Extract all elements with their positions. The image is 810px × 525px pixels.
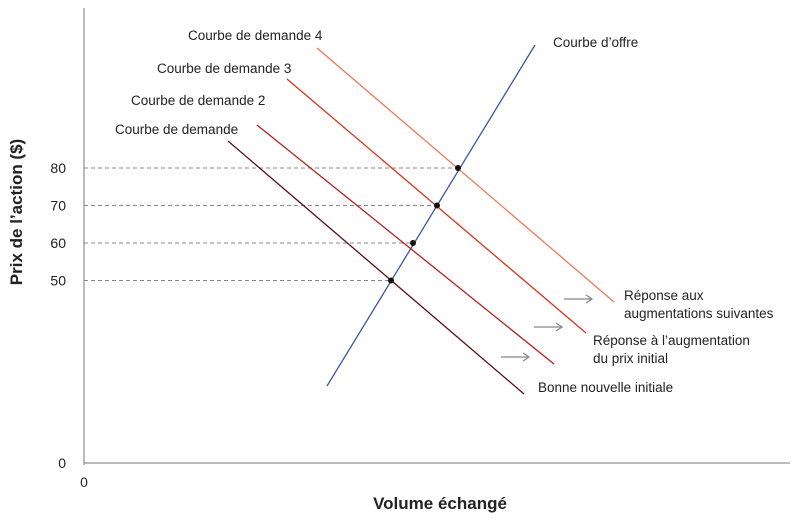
annotation-response-subsequent-line1: Réponse aux	[624, 288, 704, 303]
annotation-response-subsequent-line2: augmentations suivantes	[624, 306, 774, 321]
y-tick-80: 80	[50, 160, 66, 176]
x-axis-title: Volume échangé	[373, 494, 507, 513]
curves	[227, 44, 615, 395]
equilibrium-points	[388, 165, 461, 284]
y-tick-labels: 0 50 60 70 80	[50, 160, 66, 471]
equilibrium-point-50	[388, 277, 394, 284]
annotation-response-initial-line2: du prix initial	[593, 351, 668, 366]
demand-curve-4-label: Courbe de demande 4	[188, 28, 323, 43]
demand-curve-1	[227, 140, 525, 395]
shift-arrows	[501, 294, 594, 362]
shift-arrow-2	[534, 322, 564, 332]
annotation-initial-good-news: Bonne nouvelle initiale	[538, 380, 673, 395]
y-tick-50: 50	[50, 273, 66, 289]
y-tick-60: 60	[50, 235, 66, 251]
y-tick-0: 0	[58, 455, 66, 471]
demand-curve-2-label: Courbe de demande 2	[131, 93, 265, 108]
annotation-response-initial-line1: Réponse à l’augmentation	[593, 333, 750, 348]
supply-curve-label: Courbe d’offre	[553, 35, 638, 50]
demand-curve-4	[316, 47, 615, 303]
demand-curve-2	[256, 124, 555, 365]
equilibrium-point-70	[434, 202, 440, 209]
demand-curve-3-label: Courbe de demande 3	[157, 61, 291, 76]
y-tick-70: 70	[50, 198, 66, 214]
x-origin-label: 0	[80, 474, 88, 490]
y-axis-title: Prix de l’action ($)	[7, 139, 26, 285]
demand-curve-1-label: Courbe de demande	[115, 122, 238, 137]
shift-arrow-1	[501, 352, 531, 362]
price-guide-lines	[84, 167, 458, 281]
equilibrium-point-60	[410, 240, 416, 246]
equilibrium-point-80	[455, 165, 461, 171]
shift-arrow-3	[564, 294, 594, 304]
supply-curve	[326, 44, 536, 387]
